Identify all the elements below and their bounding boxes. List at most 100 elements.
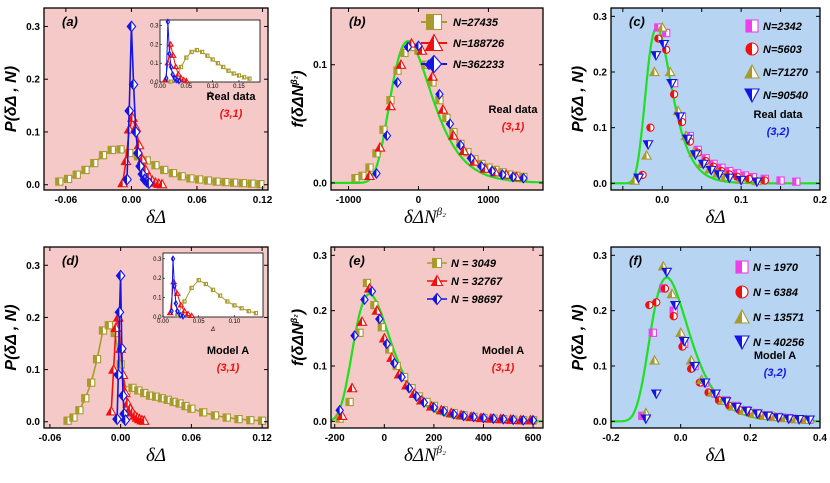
data-point (187, 404, 196, 413)
y-tick-label: 0.3 (313, 251, 327, 262)
data-point (459, 410, 468, 422)
inset-point (226, 68, 231, 73)
data-point (351, 174, 360, 183)
data-point (783, 414, 795, 425)
data-point (400, 48, 409, 58)
data-point (508, 414, 518, 426)
inset-point (164, 74, 169, 82)
inset-x-tick-label: 0.15 (233, 84, 245, 90)
data-point (458, 145, 470, 156)
legend-label: N = 40256 (753, 337, 805, 349)
inset-point (196, 278, 201, 283)
data-point (87, 378, 96, 387)
data-point (107, 145, 116, 155)
panel-label: (a) (62, 14, 78, 29)
data-point (246, 416, 255, 425)
data-point (69, 413, 78, 422)
annotation-title: Real data (489, 104, 539, 116)
data-point (776, 176, 785, 185)
plot-area (331, 37, 543, 184)
legend-marker (735, 285, 749, 299)
plot-area (63, 269, 267, 427)
data-point (126, 20, 137, 33)
legend-marker (744, 88, 760, 104)
data-point (81, 165, 90, 175)
data-point (212, 177, 221, 186)
plot-frame (330, 246, 544, 429)
panel-d: -0.06 0.00 0.06 0.12 0.0 0.1 0.2 0.3 (d) Model A (… (3, 246, 272, 466)
data-point (640, 149, 653, 160)
data-point (664, 66, 676, 77)
series-n-98697 (112, 269, 131, 427)
legend-entry: N = 6384 (735, 285, 798, 299)
y-tick-label: 0.0 (313, 178, 327, 189)
inset-point (173, 299, 179, 308)
legend-label: N=2342 (763, 21, 802, 33)
data-point (477, 160, 486, 172)
data-point (439, 405, 449, 417)
y-tick-label: 0.1 (26, 365, 40, 376)
y-axis-label: P(δΔ , N) (570, 66, 587, 132)
x-tick-label: 0.00 (111, 433, 131, 444)
legend-marker (734, 308, 750, 324)
series-n-90540 (633, 40, 763, 188)
data-point (674, 112, 686, 123)
data-point (367, 285, 377, 297)
data-point (681, 134, 694, 145)
data-point (377, 323, 386, 332)
y-tick-label: 0.0 (313, 417, 327, 428)
legend-label: N = 6384 (753, 287, 798, 299)
annotation-case: (3,1) (502, 121, 525, 133)
data-point (675, 327, 687, 337)
data-point (449, 408, 459, 420)
data-point (435, 88, 444, 100)
data-point (55, 177, 64, 186)
x-tick-label: 0.0 (674, 433, 688, 444)
inset-point (169, 307, 174, 315)
x-tick-label: 0.1 (734, 195, 748, 206)
data-point (345, 397, 354, 407)
inset-x-tick-label: 0.00 (157, 319, 169, 325)
fit-curve (331, 39, 543, 184)
data-point (98, 326, 108, 335)
inset-y-tick-label: 0.0 (153, 315, 162, 321)
data-point (128, 78, 139, 91)
x-tick-label: 0 (382, 433, 388, 444)
data-point (720, 397, 732, 408)
inset-point (174, 70, 183, 77)
data-point (661, 267, 673, 278)
data-point (168, 168, 178, 178)
legend-marker (425, 13, 443, 31)
inset-point (184, 55, 189, 60)
data-point (646, 123, 655, 132)
panel-f: -0.2 0.0 0.2 0.4 0.0 0.1 0.2 0.3 (f) Model A (3,2)… (570, 246, 827, 466)
data-point (648, 328, 657, 337)
y-tick-label: 0.3 (593, 12, 607, 23)
x-axis-label: δΔ (706, 207, 726, 228)
legend-label: N=362233 (453, 59, 504, 71)
legend-label: N = 13571 (753, 312, 804, 324)
legend-label: N=188726 (453, 38, 505, 50)
inset-x-tick-label: 0.10 (207, 84, 219, 90)
inset-point (177, 301, 185, 308)
annotation-title: Model A (754, 350, 796, 362)
inset-line (170, 49, 250, 83)
data-point (195, 175, 204, 184)
panel-e: -200 0 200 400 600 0.0 0.1 0.2 0.3 (e) Model A (3,1… (289, 246, 544, 466)
legend-marker (431, 292, 443, 306)
data-point (518, 414, 528, 426)
legend-entry: N=2342 (745, 19, 802, 33)
data-point (650, 51, 662, 62)
inset-point (217, 293, 223, 298)
data-point (92, 354, 102, 364)
inset-point (180, 312, 186, 320)
legend-entry: N = 98697 (427, 292, 503, 306)
legend-marker (745, 42, 759, 56)
data-point (403, 41, 413, 53)
data-point (374, 141, 386, 152)
y-tick-label: 0.3 (26, 261, 40, 272)
y-tick-label: 0.1 (593, 362, 607, 373)
data-point (221, 177, 230, 187)
y-tick-label: 0.3 (26, 22, 40, 33)
